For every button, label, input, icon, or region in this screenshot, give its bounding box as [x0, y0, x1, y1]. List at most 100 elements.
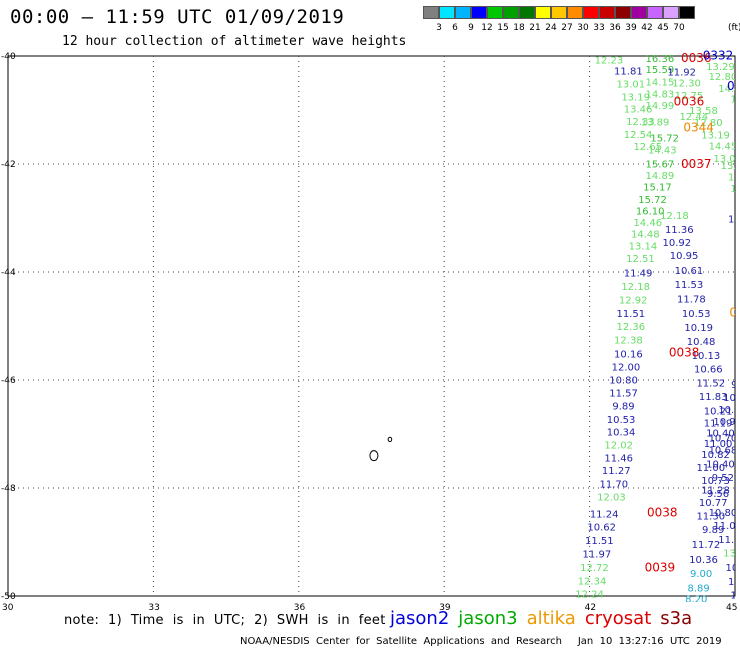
wave-height-value: 10.13	[692, 351, 721, 362]
observation-layer: 12.2311.8113.0113.1913.4612.3312.5412.65…	[575, 50, 740, 606]
wave-height-value: 10.80	[609, 376, 638, 387]
wave-height-value: 12.44	[679, 112, 708, 123]
legend-label: 3	[436, 23, 442, 33]
wave-height-value: 15.72	[638, 195, 667, 206]
legend-color	[583, 6, 599, 19]
legend-color	[471, 6, 487, 19]
wave-height-value: 10.19	[684, 323, 713, 334]
legend-swatch: 12	[481, 6, 503, 33]
pass-time-label: 0037	[681, 157, 712, 171]
legend-swatch: 45	[657, 6, 679, 33]
legend-label: 33	[593, 23, 605, 33]
page-title: 00:00 – 11:59 UTC 01/09/2019	[10, 6, 345, 28]
legend-swatch: 39	[625, 6, 647, 33]
wave-height-value: 8.20	[685, 595, 707, 606]
legend-swatch: 15	[497, 6, 519, 33]
wave-height-value: 14.99	[646, 101, 675, 112]
satellite-key: jason2 jason3 altika cryosat s3a	[390, 608, 701, 629]
lat-tick-label: -46	[1, 376, 16, 386]
legend-label: 39	[625, 23, 637, 33]
legend-label: 24	[545, 23, 557, 33]
wave-height-value: 10.73	[701, 476, 730, 487]
wave-height-value: 12.30	[672, 79, 701, 90]
legend-swatch: 33	[593, 6, 615, 33]
wave-height-value: 11.51	[616, 309, 645, 320]
wave-height-value: 10.21	[704, 406, 733, 417]
wave-height-value: 14.83	[646, 89, 675, 100]
wave-height-value: 10.21	[718, 405, 740, 416]
legend-swatch: 30	[577, 6, 599, 33]
legend-swatch: 6	[452, 6, 471, 33]
wave-height-value: 11.46	[604, 453, 633, 464]
legend-color	[615, 6, 631, 19]
legend-label: 45	[657, 23, 669, 33]
pass-time-label: 0039	[645, 561, 676, 575]
legend-label: 36	[609, 23, 621, 33]
wave-height-value: 12.24	[575, 589, 604, 600]
lon-tick-label: 36	[294, 603, 306, 613]
island-outline	[387, 436, 393, 443]
legend-label: 15	[497, 23, 509, 33]
wave-height-value: 12.92	[619, 296, 648, 307]
page-subtitle: 12 hour collection of altimeter wave hei…	[62, 34, 407, 49]
wave-height-value: 11.97	[583, 549, 612, 560]
wave-height-value: 12.18	[621, 282, 650, 293]
wave-height-value: 10.82	[701, 450, 730, 461]
legend-swatch	[423, 6, 439, 33]
lon-tick-label: 39	[439, 603, 451, 613]
legend-label: 9	[468, 23, 474, 33]
legend-color	[423, 6, 439, 19]
wave-height-value: 10.40	[706, 460, 735, 471]
wave-height-value: 10.34	[607, 427, 636, 438]
wave-height-value: 14.48	[631, 230, 660, 241]
wave-height-value: 11.49	[624, 269, 653, 280]
legend-swatch: 24	[545, 6, 567, 33]
wave-height-value: 16.10	[636, 206, 665, 217]
wave-height-value: 10.16	[614, 350, 643, 361]
wave-height-value: 10.95	[670, 251, 699, 262]
wave-height-value: 11.51	[585, 536, 614, 547]
wave-height-value: 11.30	[696, 512, 725, 523]
wave-height-value: 11.00	[704, 439, 733, 450]
lon-tick-label: 30	[2, 603, 14, 613]
legend-label: 18	[513, 23, 525, 33]
wave-height-value: 11.83	[699, 392, 728, 403]
legend-color	[519, 6, 535, 19]
wave-height-value: 14.46	[633, 218, 662, 229]
legend-color	[439, 6, 455, 19]
legend-label: 42	[641, 23, 653, 33]
legend-color	[599, 6, 615, 19]
wave-height-value: 10.77	[699, 498, 728, 509]
legend-label: 6	[452, 23, 458, 33]
legend-unit: (ft)	[728, 23, 740, 33]
wave-height-value: 14.47	[718, 84, 740, 95]
legend-color	[567, 6, 583, 19]
wave-height-value: 10.40	[706, 428, 735, 439]
wave-height-value: 12.76	[728, 172, 740, 183]
wave-height-value: 11.50	[735, 196, 740, 207]
wave-height-value: 10.62	[587, 522, 616, 533]
lon-tick-label: 42	[585, 603, 596, 613]
legend-swatch: 42	[641, 6, 663, 33]
wave-height-value: 9.69	[731, 380, 740, 391]
wave-height-value: 11.92	[667, 68, 696, 79]
wave-height-value: 14.45	[709, 142, 738, 153]
wave-height-value: 11.27	[602, 466, 631, 477]
lat-tick-label: -44	[1, 268, 16, 278]
legend-color	[551, 6, 567, 19]
wave-height-value: 12.72	[580, 563, 609, 574]
wave-height-value: 15.72	[650, 134, 679, 145]
lon-tick-label: 33	[148, 603, 159, 613]
wave-height-value: 11.19	[704, 419, 733, 430]
wave-height-value: 10.48	[687, 337, 716, 348]
wave-height-value: 10.70	[709, 433, 738, 444]
wave-height-value: 11.52	[696, 379, 725, 390]
pass-time-label: 0038	[669, 346, 700, 360]
lat-tick-label: -50	[1, 592, 16, 602]
wave-height-value: 12.54	[624, 130, 653, 141]
wave-height-value: 15.59	[646, 65, 675, 76]
wave-height-value: 14.43	[648, 145, 677, 156]
wave-height-value: 14.92	[735, 106, 740, 117]
